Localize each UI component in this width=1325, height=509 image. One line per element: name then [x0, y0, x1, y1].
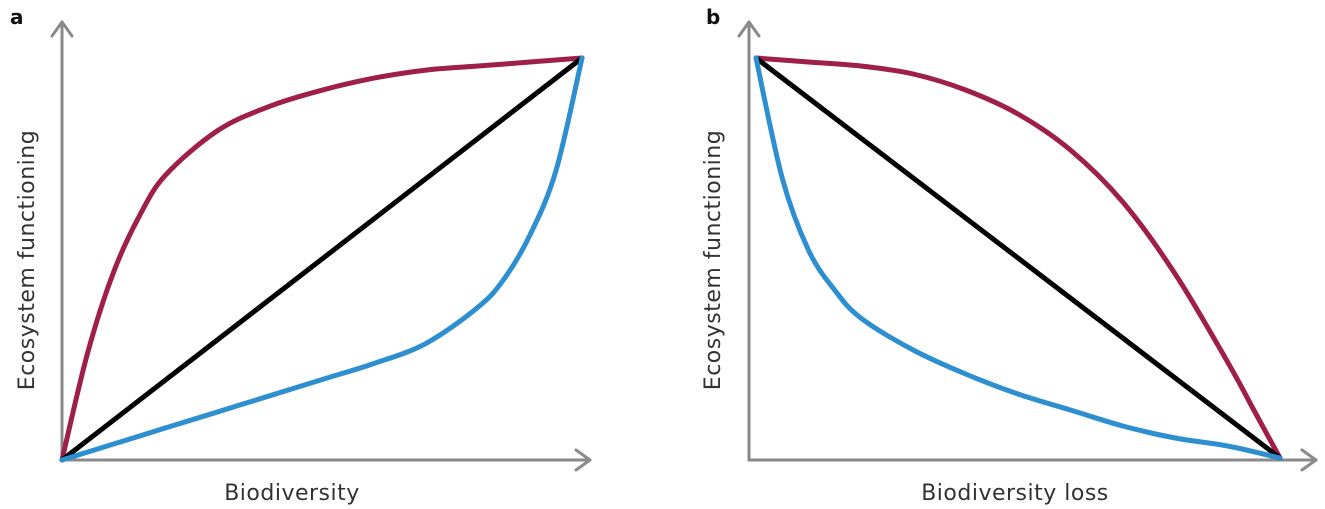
- x-axis-title-b: Biodiversity loss: [921, 481, 1109, 506]
- x-axis-arrow-a: [574, 448, 592, 472]
- x-axis-arrow-b: [1300, 448, 1318, 472]
- accelerating-curve-a: [59, 55, 585, 463]
- y-axis-title-b: Ecosystem functioning: [701, 130, 726, 390]
- y-axis-arrow-b: [737, 20, 761, 38]
- linear-line-a: [59, 55, 585, 463]
- series-group-a: [59, 55, 585, 463]
- panel-a: a Biodiversity Ecosystem functioning: [10, 5, 592, 506]
- x-axis-title-a: Biodiversity: [224, 481, 360, 506]
- linear-line-b: [753, 55, 1283, 461]
- panel-b: b Biodiversity loss Ecosystem functionin…: [701, 5, 1318, 506]
- accelerating-curve-b: [753, 55, 1283, 461]
- y-axis-arrow-a: [50, 20, 74, 38]
- panel-label-b: b: [706, 5, 720, 29]
- panel-label-a: a: [10, 5, 24, 29]
- series-group-b: [753, 55, 1283, 461]
- y-axis-title-a: Ecosystem functioning: [15, 130, 40, 390]
- saturating-curve-b: [753, 55, 1283, 461]
- saturating-curve-a: [59, 55, 585, 463]
